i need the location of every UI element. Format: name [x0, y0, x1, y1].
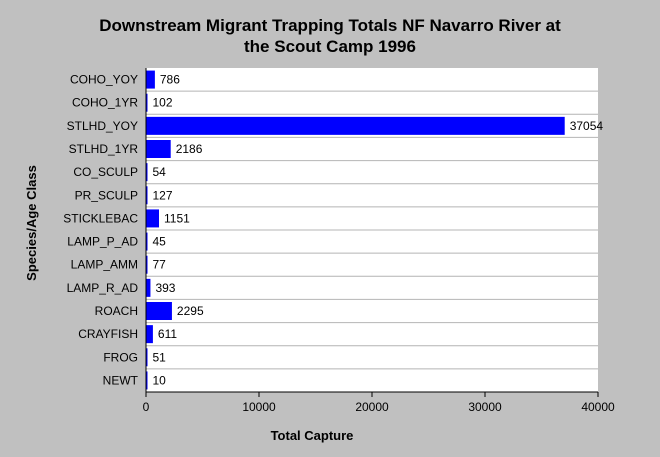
bar — [146, 209, 160, 228]
bar — [146, 186, 148, 205]
category-label: STLHD_YOY — [67, 119, 138, 133]
x-axis-title: Total Capture — [271, 428, 354, 443]
category-label: LAMP_P_AD — [67, 235, 138, 249]
y-axis-title: Species/Age Class — [24, 165, 39, 281]
bar — [146, 116, 565, 135]
chart-title-line-1: Downstream Migrant Trapping Totals NF Na… — [99, 16, 561, 35]
category-label: CRAYFISH — [78, 327, 138, 341]
category-label: LAMP_AMM — [71, 258, 138, 272]
category-label: FROG — [103, 350, 138, 364]
category-label: STICKLEBAC — [63, 211, 138, 225]
bar — [146, 140, 171, 158]
bar — [146, 278, 151, 297]
data-label: 1151 — [164, 211, 190, 225]
data-label: 45 — [153, 235, 167, 249]
x-tick-label: 10000 — [242, 400, 276, 414]
category-label: NEWT — [103, 373, 139, 387]
data-label: 102 — [153, 96, 173, 110]
x-tick-label: 30000 — [468, 400, 502, 414]
bar — [146, 232, 148, 251]
x-tick-label: 20000 — [355, 400, 389, 414]
data-label: 77 — [153, 258, 167, 272]
bar — [146, 93, 148, 112]
data-label: 393 — [155, 281, 175, 295]
x-tick-label: 40000 — [581, 400, 615, 414]
data-label: 2186 — [176, 142, 203, 156]
data-label: 37054 — [570, 119, 604, 133]
bar — [146, 163, 148, 182]
category-label: COHO_YOY — [70, 73, 138, 87]
category-label: COHO_1YR — [72, 96, 138, 110]
data-label: 10 — [153, 373, 167, 387]
data-label: 51 — [153, 350, 167, 364]
x-tick-label: 0 — [143, 400, 150, 414]
bar — [146, 302, 172, 320]
bar — [146, 371, 148, 390]
data-label: 786 — [160, 73, 180, 87]
bar — [146, 255, 148, 274]
data-label: 54 — [153, 165, 167, 179]
bar — [146, 348, 148, 367]
bar — [146, 70, 155, 89]
data-label: 2295 — [177, 304, 204, 318]
category-label: STLHD_1YR — [69, 142, 139, 156]
data-label: 611 — [158, 327, 177, 341]
bar — [146, 325, 153, 344]
category-label: PR_SCULP — [75, 188, 138, 202]
category-label: CO_SCULP — [73, 165, 138, 179]
data-label: 127 — [153, 188, 173, 202]
category-label: LAMP_R_AD — [67, 281, 139, 295]
category-label: ROACH — [95, 304, 138, 318]
chart-title-line-2: the Scout Camp 1996 — [244, 37, 416, 56]
